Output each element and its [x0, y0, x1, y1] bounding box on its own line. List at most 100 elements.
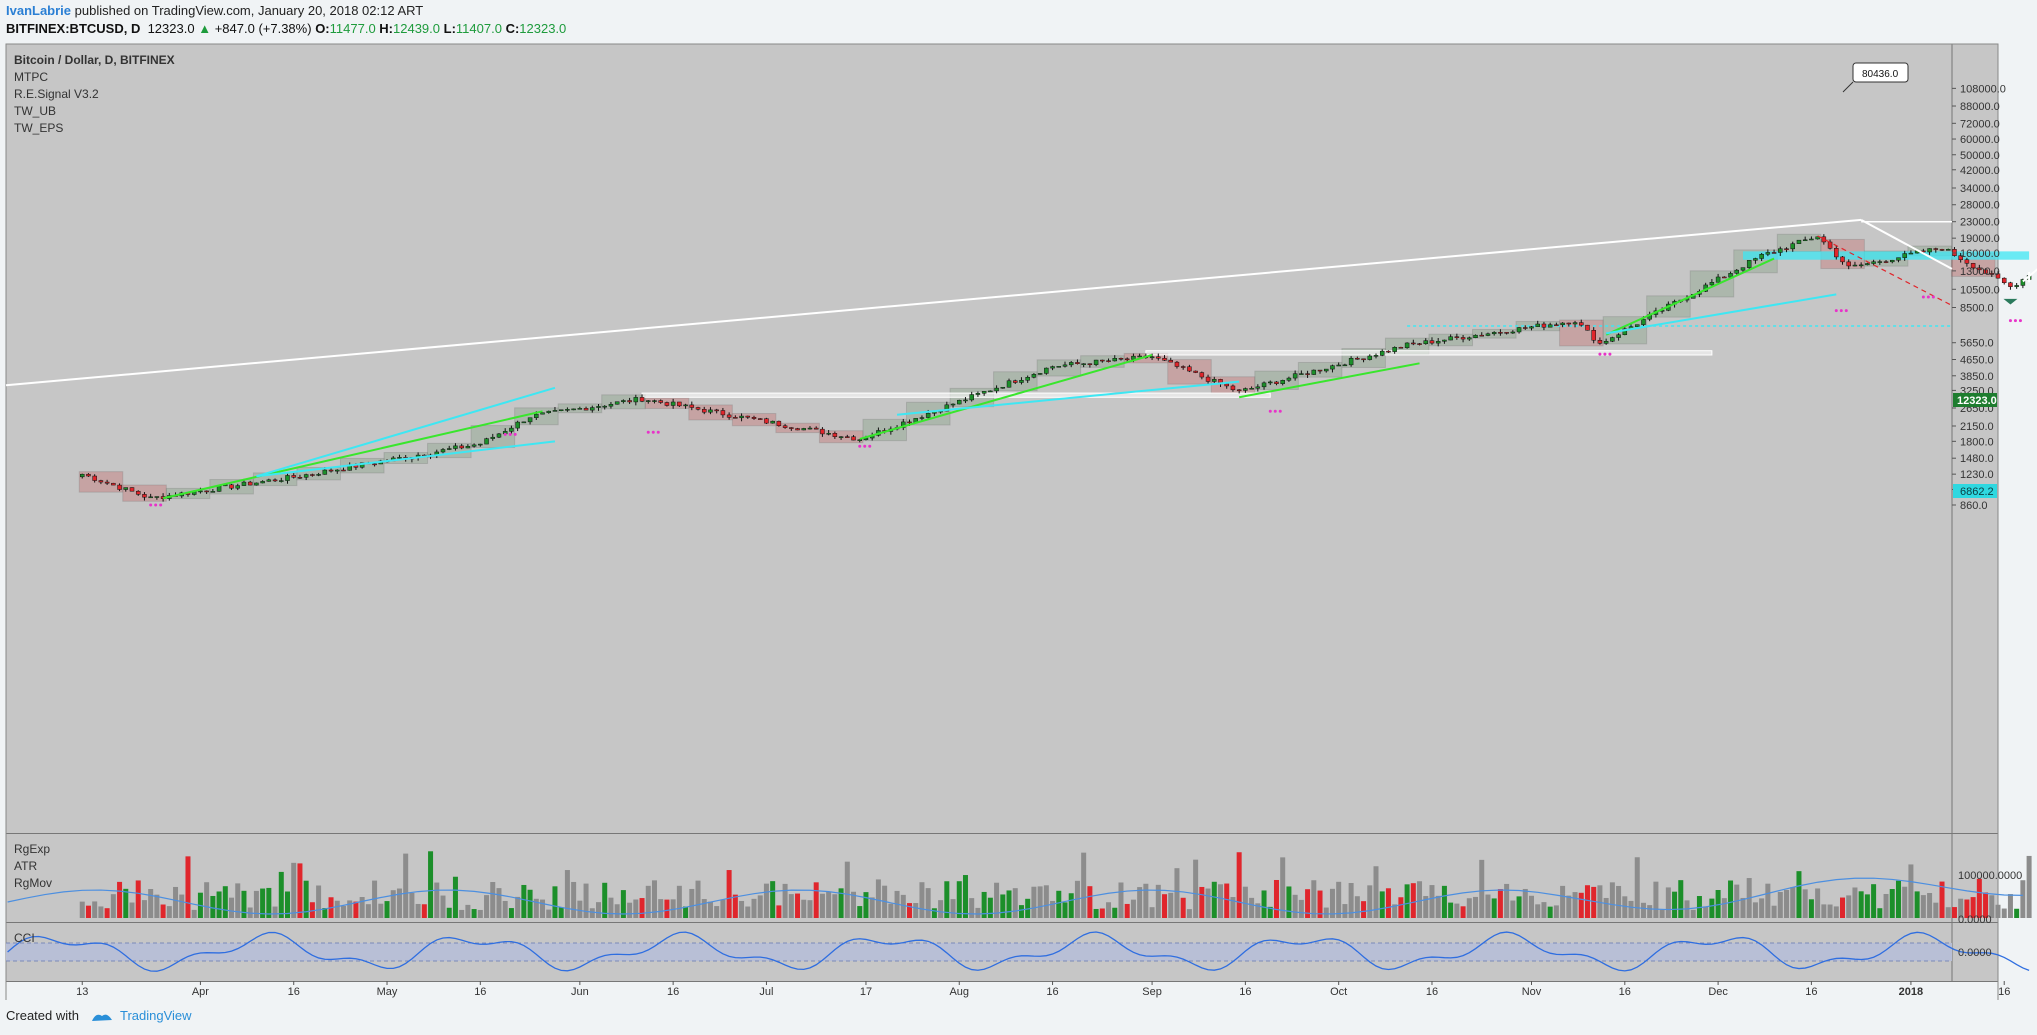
btc-chart[interactable]: 108000.0 88000.0 72000.0 60000.0 50000.0 4200… [0, 0, 2037, 1000]
signal-dot [651, 430, 655, 434]
volume-bar [1180, 897, 1186, 918]
volume-bar [1871, 884, 1877, 918]
volume-bar [1168, 892, 1174, 918]
volume-bar [390, 890, 396, 918]
candle-body [1970, 263, 1976, 269]
candle-body [1995, 273, 2001, 279]
candle-body [148, 496, 153, 499]
candle-body [1865, 263, 1870, 266]
volume-bar [1858, 891, 1864, 918]
candle-body [776, 420, 782, 427]
support-level-tag [1953, 484, 1997, 498]
candle-body [260, 481, 265, 484]
volume-bar [508, 908, 514, 918]
volume-bar [807, 900, 813, 918]
candle-body [1473, 334, 1478, 339]
volume-bar [608, 897, 614, 918]
volume-bar [596, 902, 601, 918]
candle-body [1977, 267, 1982, 271]
signal-dot [868, 444, 872, 448]
candle-body [1019, 379, 1024, 383]
volume-bar [956, 881, 962, 918]
volume-axis-label: 0.0000 [1958, 914, 1992, 926]
volume-bar [1379, 891, 1385, 918]
volume-bar [1653, 881, 1659, 918]
tradingview-brand-link[interactable]: TradingView [120, 1008, 192, 1023]
volume-bar [378, 903, 384, 918]
volume-bar [185, 856, 191, 918]
candle-body [683, 404, 688, 407]
candle-body [1131, 355, 1136, 360]
candle-body [1790, 243, 1795, 250]
volume-bar [1155, 884, 1161, 918]
price-tick-label: 13000.0 [1960, 266, 2000, 278]
volume-bar [577, 900, 583, 918]
author-link[interactable]: IvanLabrie [6, 3, 72, 18]
volume-bar [1273, 879, 1279, 918]
volume-bar [1329, 888, 1335, 918]
candle-body [1983, 269, 1988, 274]
volume-bar [1665, 887, 1671, 918]
candle-body [1367, 355, 1373, 360]
candle-body [770, 420, 775, 424]
main-pane[interactable] [6, 44, 1952, 833]
candle-body [1448, 336, 1453, 341]
candle-body [111, 482, 116, 486]
volume-bar [950, 899, 956, 918]
time-tick-label: Nov [1522, 986, 1542, 998]
time-tick-label: Jul [759, 986, 773, 998]
candle-body [1591, 330, 1596, 341]
volume-bar [2020, 880, 2026, 918]
candle-body [957, 399, 962, 405]
volume-bar [1043, 885, 1049, 918]
price-axis[interactable] [1952, 44, 1998, 981]
volume-bar [1827, 904, 1833, 918]
green-trend-line [859, 354, 1153, 440]
volume-bar [689, 888, 695, 918]
volume-bar [340, 905, 346, 918]
candle-body [1280, 380, 1285, 384]
candle-body [596, 406, 601, 408]
candle-body [857, 439, 862, 441]
candle-body [1442, 339, 1447, 342]
candle-body [1311, 369, 1317, 375]
volume-bar [938, 900, 944, 918]
candle-body [1516, 327, 1522, 333]
volume-bar [1261, 890, 1267, 918]
volume-bar [1802, 889, 1808, 918]
volume-bar [1280, 857, 1286, 918]
candle-body [1740, 267, 1746, 271]
candle-body [1510, 331, 1516, 334]
candle-body [1908, 252, 1914, 255]
volume-bar [1603, 897, 1609, 918]
candle-body [1840, 256, 1845, 263]
volume-bar [633, 899, 639, 918]
volume-bar [1417, 881, 1423, 918]
candle-body [1236, 389, 1242, 392]
volume-bar [1752, 902, 1758, 918]
volume-bar [1895, 880, 1901, 918]
volume-bar [987, 897, 993, 918]
green-trend-line [1238, 362, 1420, 399]
target-callout[interactable] [1852, 62, 1909, 83]
volume-bar [1647, 905, 1653, 918]
price-tick-label: 4650.0 [1960, 355, 1994, 367]
candle-body [1734, 269, 1740, 274]
candle-body [1379, 350, 1385, 356]
volume-bar [1945, 907, 1951, 918]
volume-bar [496, 888, 502, 918]
candle-body [1728, 273, 1733, 278]
price-tick-label: 16000.0 [1960, 248, 2000, 260]
candle-body [459, 445, 464, 449]
candle-body [1877, 261, 1883, 263]
candle-body [1149, 356, 1155, 359]
volume-bar [1728, 880, 1734, 918]
volume-bar [1759, 898, 1765, 918]
candle-body [782, 425, 788, 428]
volume-bar [1864, 894, 1870, 918]
volume-bar [838, 888, 844, 918]
volume-bar [994, 882, 1000, 918]
volume-bar [515, 896, 521, 918]
candle-body [1398, 347, 1404, 349]
candle-body [266, 479, 272, 482]
